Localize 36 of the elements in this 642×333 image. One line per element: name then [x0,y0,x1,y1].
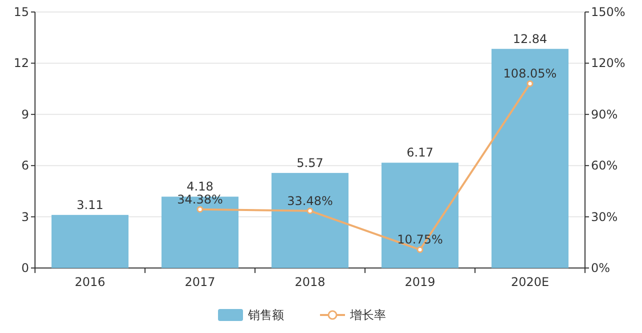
data-label: 12.84 [512,32,548,46]
x-tick-label: 2017 [184,275,216,289]
y2-tick-label: 30% [591,210,618,224]
y2-tick-label: 90% [591,107,618,122]
data-label: 108.05% [503,66,557,81]
data-label: 6.17 [406,146,434,160]
data-label: 33.48% [287,194,333,208]
y2-tick-label: 150% [591,5,626,19]
data-label: 34.38% [177,192,223,206]
y2-tick-label: 0% [591,261,610,275]
y2-tick-label: 60% [591,158,618,173]
y-tick-label: 6 [21,158,29,173]
point [526,80,534,87]
y-tick-label: 9 [21,107,29,122]
point [306,208,314,214]
bar [492,48,568,268]
y-tick-label: 3 [21,210,29,224]
data-label: 4.18 [186,180,214,194]
data-label: 3.11 [76,198,104,212]
y-tick-label: 12 [14,56,29,70]
x-tick-label: 2020E [510,275,550,289]
x-tick-label: 2019 [404,275,436,289]
legend-label: 销售额 [247,308,284,322]
bar [382,162,458,268]
point [416,246,424,253]
bar [162,196,238,268]
legend-label: 增长率 [349,308,386,322]
y-tick-label: 15 [14,5,29,19]
data-label: 5.57 [296,156,324,170]
point [196,206,204,213]
x-tick-label: 2016 [74,275,106,289]
bar [52,214,128,268]
bar [272,172,348,268]
y-tick-label: 0 [21,261,29,275]
y2-tick-label: 120% [591,56,626,70]
x-tick-label: 2018 [294,275,326,289]
